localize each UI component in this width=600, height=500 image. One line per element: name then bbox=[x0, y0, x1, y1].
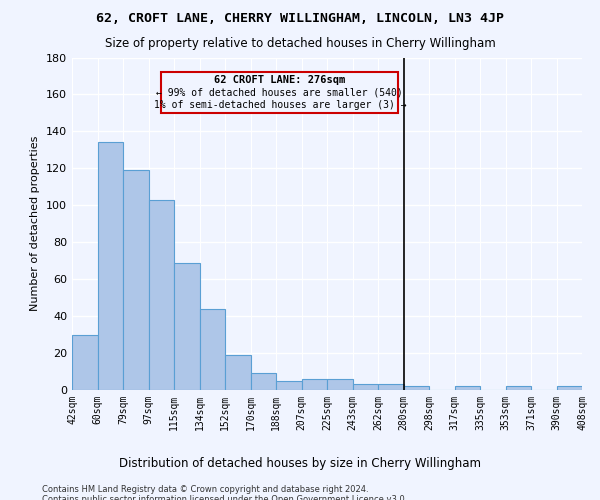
Text: 62 CROFT LANE: 276sqm: 62 CROFT LANE: 276sqm bbox=[214, 75, 346, 85]
Bar bbox=[557, 386, 582, 390]
Text: 62, CROFT LANE, CHERRY WILLINGHAM, LINCOLN, LN3 4JP: 62, CROFT LANE, CHERRY WILLINGHAM, LINCO… bbox=[96, 12, 504, 26]
Bar bbox=[97, 142, 123, 390]
Text: Contains HM Land Registry data © Crown copyright and database right 2024.
Contai: Contains HM Land Registry data © Crown c… bbox=[42, 485, 407, 500]
Bar bbox=[225, 355, 251, 390]
Text: 1% of semi-detached houses are larger (3) →: 1% of semi-detached houses are larger (3… bbox=[154, 100, 406, 110]
Bar bbox=[353, 384, 378, 390]
Bar bbox=[327, 379, 353, 390]
Bar bbox=[199, 308, 225, 390]
Text: Distribution of detached houses by size in Cherry Willingham: Distribution of detached houses by size … bbox=[119, 458, 481, 470]
Bar bbox=[378, 384, 404, 390]
FancyBboxPatch shape bbox=[161, 72, 398, 113]
Bar bbox=[455, 386, 480, 390]
Bar bbox=[505, 386, 531, 390]
Bar bbox=[302, 379, 327, 390]
Bar bbox=[251, 374, 276, 390]
Bar bbox=[72, 334, 97, 390]
Bar bbox=[174, 262, 199, 390]
Text: Size of property relative to detached houses in Cherry Willingham: Size of property relative to detached ho… bbox=[104, 38, 496, 51]
Bar bbox=[149, 200, 174, 390]
Bar bbox=[276, 381, 302, 390]
Y-axis label: Number of detached properties: Number of detached properties bbox=[31, 136, 40, 312]
Bar bbox=[404, 386, 429, 390]
Text: ← 99% of detached houses are smaller (540): ← 99% of detached houses are smaller (54… bbox=[157, 88, 403, 98]
Bar bbox=[123, 170, 149, 390]
